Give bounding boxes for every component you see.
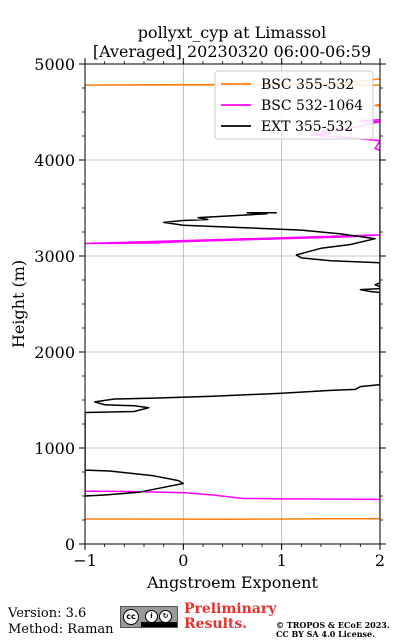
y-tick-label: 4000 <box>34 151 75 170</box>
chart-subtitle: [Averaged] 20230320 06:00-06:59 <box>93 42 371 61</box>
y-axis-label: Height (m) <box>9 260 28 348</box>
legend-label-2: BSC 532-1064 <box>261 98 363 114</box>
cc-license-icon: cc i ↻ <box>120 606 178 628</box>
chart-title: pollyxt_cyp at Limassol <box>138 23 327 42</box>
preliminary-line-2: Results. <box>184 616 248 632</box>
y-tick-label: 5000 <box>34 55 75 74</box>
preliminary-line-1: Preliminary <box>184 601 277 617</box>
legend-label-1: BSC 355-532 <box>261 77 354 93</box>
y-tick-label: 0 <box>65 535 75 554</box>
legend: BSC 355-532 BSC 532-1064 EXT 355-532 <box>214 70 374 140</box>
x-tick-label: 2 <box>375 551 385 570</box>
preliminary-notice: Preliminary Results. <box>184 602 276 632</box>
y-tick-label: 2000 <box>34 343 75 362</box>
x-tick-label: −1 <box>73 551 97 570</box>
x-tick-label: 0 <box>178 551 188 570</box>
legend-box <box>214 70 374 140</box>
series-line-3 <box>85 212 380 497</box>
y-tick-label: 3000 <box>34 247 75 266</box>
method-label: Method: Raman <box>8 622 114 637</box>
series-line-2 <box>85 118 380 501</box>
version-label: Version: 3.6 <box>8 606 87 621</box>
x-tick-label: 1 <box>277 551 287 570</box>
series-group <box>85 78 380 520</box>
legend-label-3: EXT 355-532 <box>261 119 353 135</box>
series-line-1 <box>85 78 380 520</box>
copyright-line-2: CC BY SA 4.0 License. <box>276 629 375 639</box>
copyright-line-1: © TROPOS & ECoE 2023. <box>276 620 390 630</box>
x-axis-label: Angstroem Exponent <box>146 573 318 592</box>
y-tick-label: 1000 <box>34 439 75 458</box>
